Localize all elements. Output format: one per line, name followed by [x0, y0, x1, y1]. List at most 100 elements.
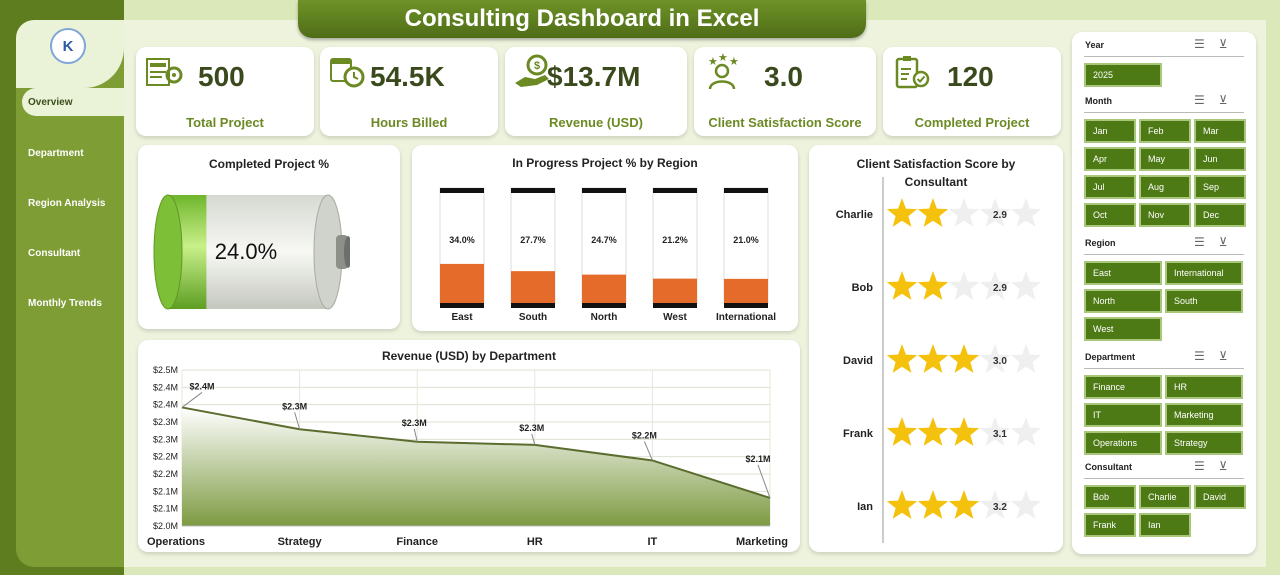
svg-text:★: ★	[729, 56, 739, 68]
slicer-item-region[interactable]: East	[1084, 261, 1162, 285]
bar-cap	[511, 188, 555, 193]
bar-base	[724, 303, 768, 308]
slicer-item-department[interactable]: Marketing	[1165, 403, 1243, 427]
battery-gauge: 24.0%	[153, 194, 350, 310]
star-icon	[979, 198, 1011, 227]
data-label: 2.9	[993, 210, 1007, 221]
kpi-card-completed-project: 120 Completed Project	[883, 47, 1061, 136]
star-icon	[979, 490, 1011, 519]
star-icon	[917, 344, 949, 373]
star-icon	[886, 490, 918, 519]
logo-text: K	[62, 37, 74, 55]
bar	[653, 278, 697, 303]
multi-select-icon[interactable]: ☰	[1194, 235, 1219, 249]
slicer-item-month[interactable]: Jan	[1084, 119, 1136, 143]
revenue-chart-card: Revenue (USD) by Department $2.5M $2.4M $2…	[138, 340, 800, 552]
nav-item-region-analysis[interactable]: Region Analysis	[22, 189, 124, 217]
nav-label: Region Analysis	[28, 197, 106, 209]
slicer-item-month[interactable]: Aug	[1139, 175, 1191, 199]
nav-item-department[interactable]: Department	[22, 139, 124, 167]
leader-line	[413, 428, 418, 442]
slicer-item-consultant[interactable]: Charlie	[1139, 485, 1191, 509]
kpi-card-hours-billed: 54.5K Hours Billed	[320, 47, 498, 136]
kpi-value: $13.7M	[547, 61, 641, 92]
slicer-item-department[interactable]: Finance	[1084, 375, 1162, 399]
category-label: IT	[648, 536, 658, 548]
slicer-item-department[interactable]: IT	[1084, 403, 1162, 427]
clear-filter-icon[interactable]: ⊻	[1218, 349, 1242, 363]
multi-select-icon[interactable]: ☰	[1194, 93, 1219, 107]
data-label: 3.0	[993, 356, 1007, 367]
slicer-item-month[interactable]: Feb	[1139, 119, 1191, 143]
slicer-item-month[interactable]: Mar	[1194, 119, 1246, 143]
nav-item-consultant[interactable]: Consultant	[22, 239, 124, 267]
star-icon	[948, 271, 980, 300]
data-label: $2.4M	[189, 381, 214, 391]
nav-item-monthly-trends[interactable]: Monthly Trends	[22, 289, 124, 317]
slicer-item-department[interactable]: Strategy	[1165, 431, 1243, 455]
slicer-item-region[interactable]: International	[1165, 261, 1243, 285]
slicer-item-month[interactable]: Apr	[1084, 147, 1136, 171]
slicer-item-month[interactable]: Jul	[1084, 175, 1136, 199]
bar-base	[440, 303, 484, 308]
y-tick-label: $2.3M	[153, 417, 178, 427]
slicer-item-region[interactable]: West	[1084, 317, 1162, 341]
slicer-title-year: Year	[1085, 40, 1105, 50]
kpi-card-total-project: 500 Total Project	[136, 47, 314, 136]
slicer-item-consultant[interactable]: Frank	[1084, 513, 1136, 537]
series-line	[181, 406, 771, 499]
y-tick-label: $2.1M	[153, 504, 178, 514]
panel-title: Revenue (USD) by Department	[381, 349, 557, 363]
star-icon	[1010, 417, 1042, 446]
kpi-card-revenue: $ $13.7M Revenue (USD)	[505, 47, 687, 136]
star-icon	[886, 417, 918, 446]
project-icon	[146, 58, 183, 86]
category-label: Strategy	[278, 536, 323, 548]
bar	[582, 274, 626, 303]
slicer-item-month[interactable]: Nov	[1139, 203, 1191, 227]
nav-label: Monthly Trends	[28, 297, 102, 309]
multi-select-icon[interactable]: ☰	[1194, 349, 1219, 363]
satisfaction-chart-card: Client Satisfaction Score by Consultant …	[809, 145, 1063, 552]
slicer-item-month[interactable]: May	[1139, 147, 1191, 171]
nav-label: Department	[28, 147, 84, 159]
area-fill	[182, 407, 770, 526]
multi-select-icon[interactable]: ☰	[1194, 37, 1219, 51]
slicer-item-month[interactable]: Sep	[1194, 175, 1246, 199]
panel-title: In Progress Project % by Region	[512, 156, 698, 170]
kpi-label: Revenue (USD)	[549, 115, 643, 130]
clear-filter-icon[interactable]: ⊻	[1218, 459, 1242, 473]
data-label: 27.7%	[520, 235, 546, 245]
slicer-item-department[interactable]: Operations	[1084, 431, 1162, 455]
clear-filter-icon[interactable]: ⊻	[1218, 235, 1242, 249]
bar	[724, 278, 768, 303]
category-label: West	[663, 312, 687, 323]
clipboard-check-icon	[895, 56, 930, 89]
slicer-item-month[interactable]: Dec	[1194, 203, 1246, 227]
star-icon	[886, 344, 918, 373]
svg-text:$: $	[534, 60, 540, 72]
slicer-item-consultant[interactable]: Bob	[1084, 485, 1136, 509]
clear-filter-icon[interactable]: ⊻	[1218, 37, 1242, 51]
star-icon	[948, 490, 980, 519]
data-label: 34.0%	[449, 235, 475, 245]
kpi-value: 120	[947, 61, 994, 92]
svg-text:★: ★	[708, 56, 718, 68]
star-icon	[917, 198, 949, 227]
star-icon	[917, 271, 949, 300]
y-tick-label: $2.4M	[153, 400, 178, 410]
slicer-item-region[interactable]: North	[1084, 289, 1162, 313]
category-label: Marketing	[736, 536, 788, 548]
slicer-item-department[interactable]: HR	[1165, 375, 1243, 399]
slicer-item-consultant[interactable]: Ian	[1139, 513, 1191, 537]
star-icon	[1010, 344, 1042, 373]
nav-item-overview[interactable]: Overview	[22, 88, 124, 116]
slicer-item-region[interactable]: South	[1165, 289, 1243, 313]
slicer-item-consultant[interactable]: David	[1194, 485, 1246, 509]
clear-filter-icon[interactable]: ⊻	[1218, 93, 1242, 107]
slicer-item-month[interactable]: Jun	[1194, 147, 1246, 171]
slicer-item-month[interactable]: Oct	[1084, 203, 1136, 227]
slicer-item-year[interactable]: 2025	[1084, 63, 1162, 87]
multi-select-icon[interactable]: ☰	[1194, 459, 1219, 473]
slicer-divider	[1084, 478, 1244, 479]
